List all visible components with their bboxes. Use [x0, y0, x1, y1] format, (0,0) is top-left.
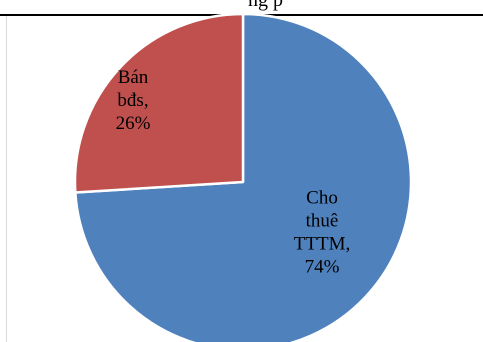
pie-labels: Cho thuê TTTM, 74% Bán bđs, 26% [116, 67, 351, 278]
pie-slice-label-line: 26% [116, 113, 151, 134]
pie-slice-label-line: 74% [305, 257, 340, 278]
left-border-line [6, 16, 7, 342]
pie-slice-label-line: TTTM, [294, 234, 350, 255]
pie-slices [73, 12, 413, 342]
chart-title-fragment: ng p [248, 0, 283, 11]
pie-slice-label-2: Bán bđs, 26% [116, 67, 151, 134]
pie-slice-label-line: bđs, [117, 90, 148, 111]
pie-slice-label-1: Cho thuê TTTM, 74% [294, 188, 350, 278]
pie-slice-label-line: Cho [306, 188, 338, 209]
pie-slice-label-line: thuê [306, 211, 339, 232]
pie-slice-label-line: Bán [118, 67, 149, 88]
pie-slice-2 [73, 12, 245, 194]
